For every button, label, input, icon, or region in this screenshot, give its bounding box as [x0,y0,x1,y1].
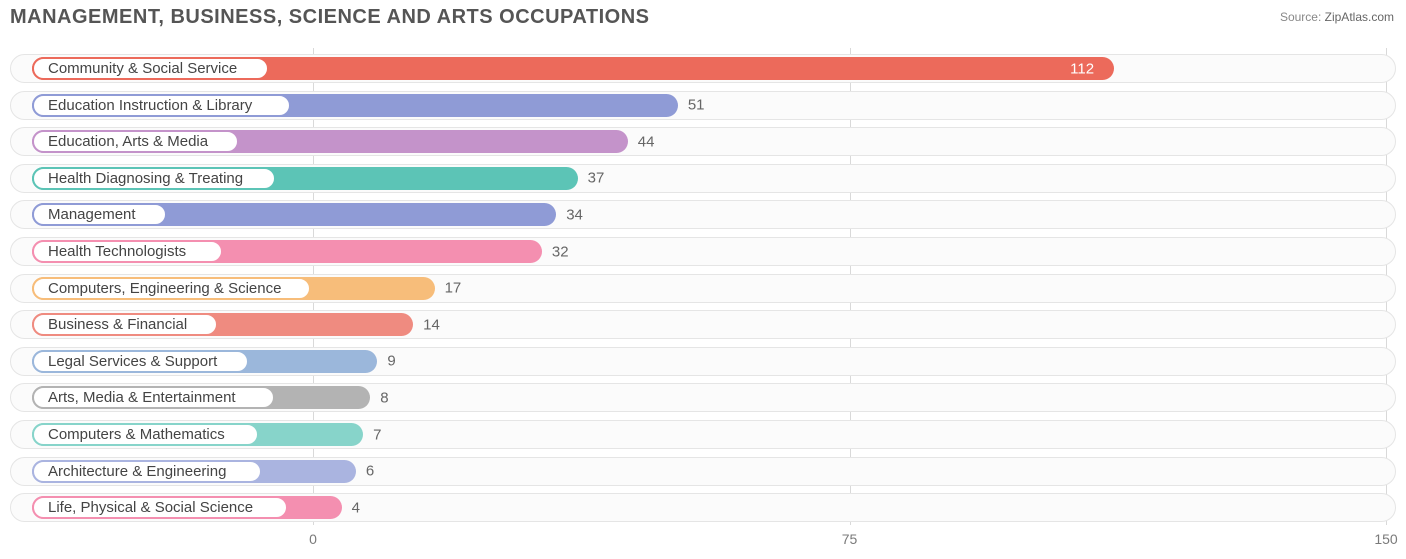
value-label: 8 [380,389,388,406]
category-pill: Legal Services & Support [32,350,249,373]
bar-row: Computers, Engineering & Science 17 [10,274,1396,303]
x-tick-label: 150 [1374,531,1397,547]
plot-area: 0 75 150 Community & Social Service 112 Educa… [10,48,1396,547]
bar-row: Education Instruction & Library 51 [10,91,1396,120]
value-label: 112 [1070,60,1094,77]
bar-row: Business & Financial 14 [10,310,1396,339]
category-pill: Arts, Media & Entertainment [32,386,275,409]
source-site: ZipAtlas.com [1325,10,1394,24]
bar-row: Arts, Media & Entertainment 8 [10,383,1396,412]
bar-row: Community & Social Service 112 [10,54,1396,83]
value-label: 7 [373,426,381,443]
category-pill: Education Instruction & Library [32,94,291,117]
category-pill: Health Technologists [32,240,223,263]
bar-row: Management 34 [10,200,1396,229]
x-tick-label: 0 [309,531,317,547]
value-label: 44 [638,133,655,150]
chart-title: MANAGEMENT, BUSINESS, SCIENCE AND ARTS O… [10,6,649,29]
bar-row: Education, Arts & Media 44 [10,127,1396,156]
bar-row: Health Diagnosing & Treating 37 [10,164,1396,193]
value-label: 9 [387,353,395,370]
x-tick-label: 75 [842,531,858,547]
value-label: 14 [423,316,440,333]
bar-row: Life, Physical & Social Science 4 [10,493,1396,522]
value-label: 17 [445,280,462,297]
value-label: 51 [688,97,705,114]
source-attribution: Source: ZipAtlas.com [1280,10,1394,24]
value-label: 6 [366,463,374,480]
bar-row: Legal Services & Support 9 [10,347,1396,376]
category-pill: Computers, Engineering & Science [32,277,311,300]
category-pill: Computers & Mathematics [32,423,259,446]
category-pill: Life, Physical & Social Science [32,496,288,519]
category-pill: Management [32,203,167,226]
bar-row: Architecture & Engineering 6 [10,457,1396,486]
value-label: 32 [552,243,569,260]
category-pill: Health Diagnosing & Treating [32,167,276,190]
bars-container: Community & Social Service 112 Education I… [10,54,1396,525]
bar-row: Computers & Mathematics 7 [10,420,1396,449]
category-pill: Architecture & Engineering [32,460,262,483]
value-label: 4 [352,499,360,516]
value-label: 37 [588,170,605,187]
category-pill: Education, Arts & Media [32,130,239,153]
category-pill: Business & Financial [32,313,218,336]
source-label: Source: [1280,10,1321,24]
bar-row: Health Technologists 32 [10,237,1396,266]
category-pill: Community & Social Service [32,57,269,80]
value-label: 34 [566,206,583,223]
